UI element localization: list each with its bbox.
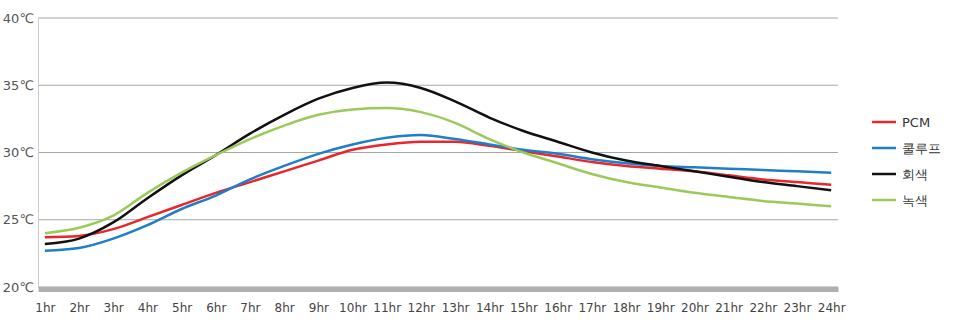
x-tick: 22hr <box>749 289 777 315</box>
x-tick: 16hr <box>544 289 572 315</box>
grid-line <box>38 18 838 19</box>
x-tick-label: 24hr <box>818 301 846 315</box>
x-tick: 1hr <box>35 289 55 315</box>
legend: PCM 쿨루프회색녹색 <box>872 115 941 208</box>
x-tick: 7hr <box>240 289 260 315</box>
series-line <box>45 83 831 244</box>
legend-swatch <box>872 173 896 176</box>
x-tick: 6hr <box>206 289 226 315</box>
x-tick: 13hr <box>442 289 470 315</box>
x-tick: 20hr <box>681 289 709 315</box>
x-tick: 19hr <box>647 289 675 315</box>
x-tick: 24hr <box>818 289 846 315</box>
x-tick-label: 12hr <box>407 301 435 315</box>
x-tick-label: 3hr <box>104 301 124 315</box>
x-tick-label: 9hr <box>309 301 329 315</box>
x-tick: 2hr <box>69 289 89 315</box>
x-tick: 14hr <box>476 289 504 315</box>
legend-label: 회색 <box>902 167 928 182</box>
x-axis: 1hr 2hr 3hr 4hr 5hr 6hr 7hr 8hr 9hr 10hr 11hr 12hr 1… <box>35 289 845 315</box>
legend-label: 녹색 <box>902 193 928 208</box>
series-line <box>45 135 831 251</box>
y-tick-label: 40℃ <box>3 11 34 26</box>
x-tick-label: 10hr <box>339 301 367 315</box>
x-tick-label: 17hr <box>578 301 606 315</box>
x-tick-label: 13hr <box>442 301 470 315</box>
x-tick-label: 2hr <box>69 301 89 315</box>
y-tick-label: 20℃ <box>3 280 34 295</box>
x-tick-label: 14hr <box>476 301 504 315</box>
legend-swatch <box>872 121 896 124</box>
y-tick-label: 25℃ <box>3 212 34 227</box>
x-tick: 23hr <box>784 289 812 315</box>
x-tick: 8hr <box>275 289 295 315</box>
x-tick-label: 5hr <box>172 301 192 315</box>
x-tick-label: 4hr <box>138 301 158 315</box>
x-tick-label: 20hr <box>681 301 709 315</box>
y-tick-label: 35℃ <box>3 78 34 93</box>
series-line <box>45 108 831 233</box>
x-tick-label: 6hr <box>206 301 226 315</box>
x-tick: 5hr <box>172 289 192 315</box>
x-tick-label: 22hr <box>749 301 777 315</box>
legend-label: 쿨루프 <box>902 141 941 156</box>
x-tick-label: 19hr <box>647 301 675 315</box>
x-tick: 3hr <box>104 289 124 315</box>
y-axis-line <box>38 19 39 288</box>
x-tick: 11hr <box>373 289 401 315</box>
grid <box>38 18 838 287</box>
x-tick-label: 15hr <box>510 301 538 315</box>
legend-swatch <box>872 147 896 150</box>
x-tick-label: 7hr <box>240 301 260 315</box>
y-tick: 35℃ <box>3 78 38 93</box>
x-tick: 10hr <box>339 289 367 315</box>
grid-line <box>38 152 838 153</box>
y-tick-label: 30℃ <box>3 145 34 160</box>
chart: 20℃ 25℃ 30℃ 35℃ 40℃ 1hr 2hr 3hr 4hr 5hr 6hr 7hr 8hr 9… <box>0 0 960 328</box>
series-line <box>45 142 831 237</box>
x-tick: 18hr <box>613 289 641 315</box>
x-tick-label: 23hr <box>784 301 812 315</box>
y-tick: 20℃ <box>3 280 38 295</box>
x-tick-label: 1hr <box>35 301 55 315</box>
y-tick: 40℃ <box>3 11 38 26</box>
x-tick-label: 16hr <box>544 301 572 315</box>
y-axis: 20℃ 25℃ 30℃ 35℃ 40℃ <box>3 11 39 295</box>
legend-label: PCM <box>902 115 930 130</box>
x-tick: 4hr <box>138 289 158 315</box>
x-tick: 12hr <box>407 289 435 315</box>
x-tick-label: 18hr <box>613 301 641 315</box>
x-tick: 21hr <box>715 289 743 315</box>
x-tick-label: 8hr <box>275 301 295 315</box>
legend-swatch <box>872 199 896 202</box>
y-tick: 30℃ <box>3 145 38 160</box>
x-axis-line <box>39 287 839 292</box>
x-tick: 9hr <box>309 289 329 315</box>
plot-lines <box>45 83 831 251</box>
y-tick: 25℃ <box>3 212 38 227</box>
x-tick: 15hr <box>510 289 538 315</box>
x-tick: 17hr <box>578 289 606 315</box>
x-tick-label: 21hr <box>715 301 743 315</box>
grid-line <box>38 85 838 86</box>
x-tick-label: 11hr <box>373 301 401 315</box>
